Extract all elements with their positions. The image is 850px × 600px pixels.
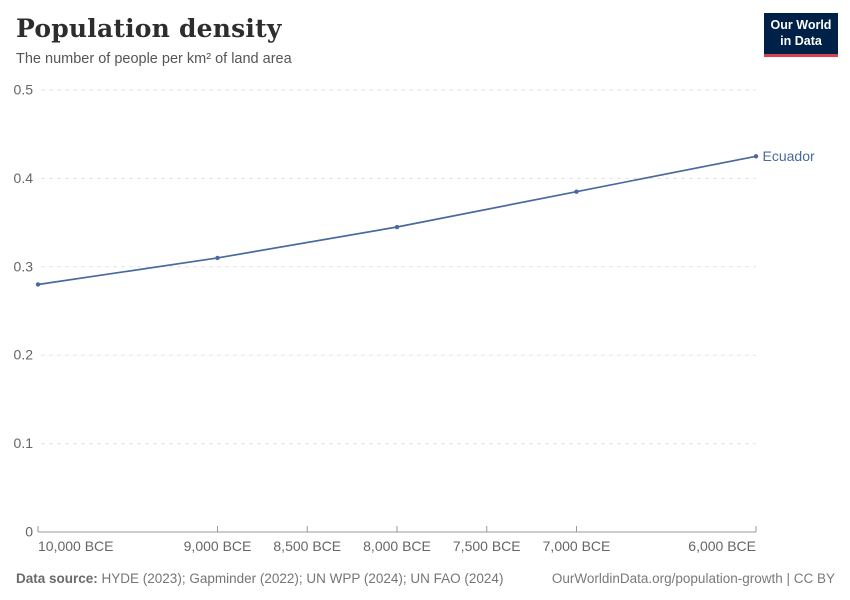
data-source-note: Data source: HYDE (2023); Gapminder (202… <box>16 571 503 586</box>
owid-logo[interactable]: Our World in Data <box>764 13 838 57</box>
x-tick-label: 10,000 BCE <box>38 538 114 554</box>
x-tick-label: 8,500 BCE <box>273 538 341 554</box>
x-tick-label: 8,000 BCE <box>363 538 431 554</box>
trend-line[interactable] <box>37 155 757 286</box>
y-tick-label: 0.5 <box>14 82 34 98</box>
x-tick-label: 7,000 BCE <box>543 538 611 554</box>
x-axis-labels: 10,000 BCE 9,000 BCE 8,500 BCE 8,000 BCE 7,5… <box>38 538 756 554</box>
credit-link[interactable]: OurWorldinData.org/population-growth | C… <box>551 571 835 586</box>
x-axis-ticks <box>37 526 757 532</box>
data-point[interactable] <box>574 189 579 194</box>
data-source-text: HYDE (2023); Gapminder (2022); UN WPP (2… <box>97 571 504 586</box>
y-tick-label: 0.1 <box>14 435 34 451</box>
y-tick-label: 0.3 <box>14 258 34 274</box>
owid-logo-line2: in Data <box>780 33 822 48</box>
data-point[interactable] <box>215 255 220 261</box>
data-source-label: Data source: <box>16 571 98 586</box>
y-gridlines <box>38 89 756 533</box>
page-title: Population density <box>16 14 282 43</box>
data-point[interactable] <box>394 224 400 230</box>
y-tick-label: 0.2 <box>14 347 34 363</box>
series-entity-label[interactable]: Ecuador <box>763 148 815 164</box>
chart-footer: Data source: HYDE (2023); Gapminder (202… <box>16 571 835 586</box>
data-points[interactable] <box>35 154 759 287</box>
x-tick-label: 7,500 BCE <box>453 538 521 554</box>
y-tick-label: 0.4 <box>14 170 34 186</box>
data-point[interactable] <box>35 282 41 287</box>
data-point[interactable] <box>753 154 759 159</box>
chart-header: Population density The number of people … <box>16 14 292 67</box>
owid-logo-line1: Our World <box>770 18 832 32</box>
y-tick-label: 0 <box>25 524 33 540</box>
x-tick-label: 6,000 BCE <box>688 538 756 554</box>
page-subtitle: The number of people per km² of land are… <box>16 51 292 67</box>
x-tick-label: 9,000 BCE <box>184 538 252 554</box>
y-axis-labels: 0 0.1 0.2 0.3 0.4 0.5 <box>14 82 34 540</box>
